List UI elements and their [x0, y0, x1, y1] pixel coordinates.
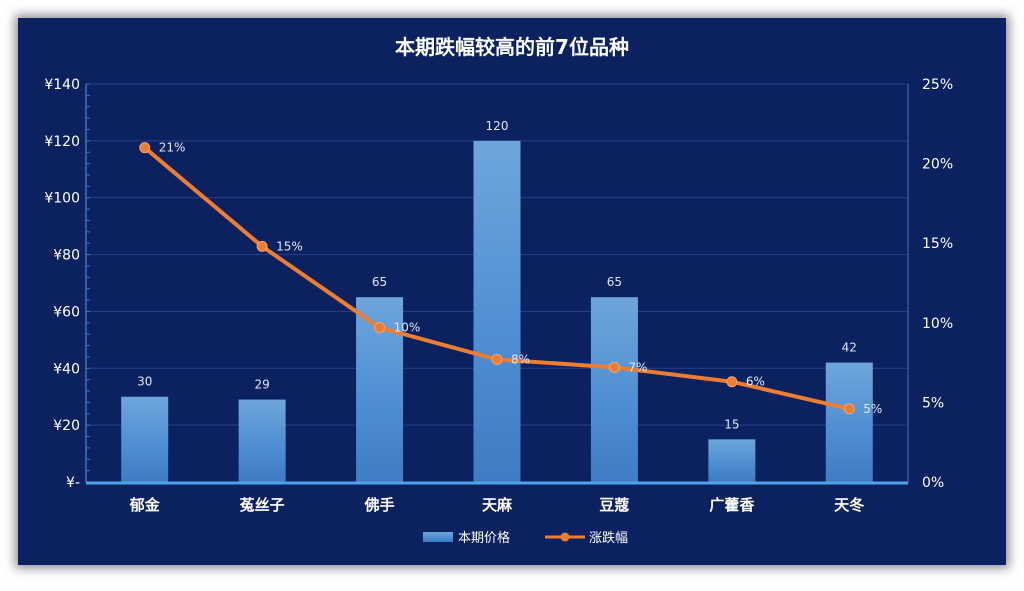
y-right-tick-label: 10% — [922, 316, 953, 332]
bar-data-label: 65 — [607, 275, 622, 289]
bar — [825, 362, 873, 482]
y-right-tick-label: 20% — [922, 157, 953, 173]
legend: 本期价格 涨跌幅 — [423, 530, 628, 546]
x-tick-label: 佛手 — [364, 496, 395, 514]
y-right-tick-label: 5% — [922, 395, 944, 411]
line-point — [608, 361, 620, 373]
line-data-label: 7% — [628, 360, 647, 374]
legend-line-marker — [560, 532, 570, 542]
bar-data-label: 65 — [372, 275, 387, 289]
y-left-tick-label: ¥60 — [53, 304, 80, 320]
y-left-tick-label: ¥100 — [44, 191, 80, 207]
legend-bar-swatch — [423, 532, 453, 542]
x-tick-label: 广藿香 — [709, 496, 754, 514]
bar — [590, 297, 638, 482]
line-series: 21% 15% 10% 8% 7% 6% 5% — [139, 141, 882, 416]
line-point — [139, 142, 151, 154]
axes: ¥- ¥20 ¥40 ¥60 ¥80 ¥100 ¥120 ¥140 0% 5% 10% 15% 20% 2… — [44, 77, 953, 514]
y-right-tick-label: 0% — [922, 475, 944, 491]
line-data-label: 5% — [863, 402, 882, 416]
bar — [473, 140, 521, 482]
line-point — [491, 353, 503, 365]
bar-data-label: 120 — [486, 119, 509, 133]
y-left-tick-label: ¥80 — [53, 248, 80, 264]
bar — [708, 439, 756, 482]
bar-data-label: 15 — [724, 417, 739, 431]
bar-data-label: 42 — [842, 341, 857, 355]
y-left-tick-label: ¥120 — [44, 134, 80, 150]
bar — [238, 399, 286, 482]
bar-data-label: 30 — [137, 375, 152, 389]
chart-title: 本期跌幅较高的前7位品种 — [395, 35, 629, 59]
y-left-tick-label: ¥140 — [44, 77, 80, 93]
line-point — [843, 403, 855, 415]
line-point — [726, 376, 738, 388]
legend-line-label: 涨跌幅 — [589, 530, 628, 546]
line-point — [374, 322, 386, 334]
x-tick-label: 天冬 — [834, 496, 864, 514]
bar-data-label: 29 — [255, 378, 270, 392]
line-data-label: 15% — [276, 239, 303, 253]
y-left-tick-label: ¥- — [66, 475, 80, 491]
bar — [121, 396, 169, 482]
line-point — [256, 240, 268, 252]
legend-bar-label: 本期价格 — [458, 530, 510, 546]
y-right-tick-label: 25% — [922, 77, 953, 93]
line-data-label: 8% — [511, 352, 530, 366]
x-tick-label: 天麻 — [482, 496, 513, 514]
y-left-tick-label: ¥20 — [53, 418, 80, 434]
line-data-label: 10% — [394, 321, 421, 335]
y-left-tick-label: ¥40 — [53, 361, 80, 377]
chart-svg: 本期跌幅较高的前7位品种 30 29 65 120 65 15 42 21% 15% 10% 8%… — [44, 35, 953, 546]
x-tick-label: 郁金 — [129, 496, 161, 514]
y-right-tick-label: 15% — [922, 236, 953, 252]
line-data-label: 6% — [746, 375, 765, 389]
x-tick-label: 菟丝子 — [240, 496, 285, 514]
x-tick-label: 豆蔻 — [599, 496, 629, 514]
line-data-label: 21% — [159, 141, 186, 155]
bar-series: 30 29 65 120 65 15 42 — [121, 119, 873, 482]
chart-panel: 本期跌幅较高的前7位品种 30 29 65 120 65 15 42 21% 15% 10% 8%… — [18, 18, 1006, 565]
